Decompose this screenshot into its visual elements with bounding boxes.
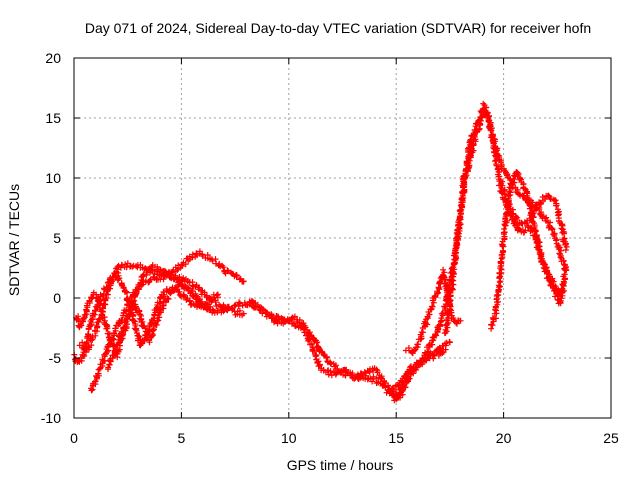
ticks-layer: 0 5 10 15 20 25 -10 -5 0 5 10 15 20 — [41, 50, 619, 446]
y-axis-label: SDTVAR / TECUs — [6, 184, 22, 296]
x-tick-label: 5 — [178, 430, 186, 446]
y-tick-label: 0 — [53, 290, 61, 306]
x-tick-label: 15 — [388, 430, 404, 446]
y-tick-label: -5 — [49, 350, 62, 366]
x-tick-label: 10 — [281, 430, 297, 446]
data-point-markers — [105, 279, 213, 373]
data-point-markers — [496, 182, 570, 296]
y-tick-label: -10 — [41, 410, 61, 426]
y-tick-label: 10 — [45, 170, 61, 186]
series-sat-m — [496, 182, 570, 296]
y-tick-label: 15 — [45, 110, 61, 126]
data-point-markers — [402, 266, 464, 357]
y-tick-label: 20 — [45, 50, 61, 66]
x-tick-label: 25 — [603, 430, 619, 446]
chart-title: Day 071 of 2024, Sidereal Day-to-day VTE… — [85, 20, 591, 36]
series-sat-i — [402, 266, 464, 357]
x-tick-label: 20 — [496, 430, 512, 446]
x-axis-label: GPS time / hours — [287, 457, 394, 473]
x-tick-label: 0 — [70, 430, 78, 446]
series-sat-e — [105, 279, 213, 373]
y-tick-label: 5 — [53, 230, 61, 246]
marks-layer — [71, 100, 570, 404]
